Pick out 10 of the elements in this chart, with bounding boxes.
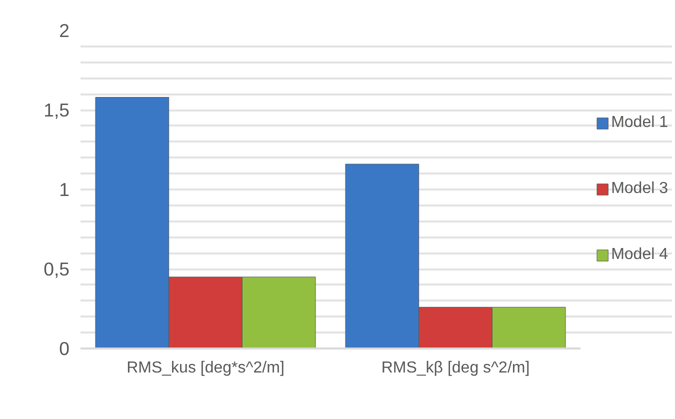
x-tick-label: RMS_kβ [deg s^2/m] xyxy=(381,360,530,376)
legend-label: Model 1 xyxy=(611,114,668,132)
x-tick-label: RMS_kus [deg*s^2/m] xyxy=(126,360,284,376)
y-tick-label: 0 xyxy=(59,338,70,359)
y-tick-label: 1 xyxy=(59,179,70,200)
legend-label: Model 4 xyxy=(611,246,668,264)
y-tick-label: 0,5 xyxy=(44,258,70,280)
y-tick-label: 2 xyxy=(59,20,70,41)
y-tick-label: 1,5 xyxy=(44,100,70,120)
legend-label: Model 3 xyxy=(611,180,668,198)
